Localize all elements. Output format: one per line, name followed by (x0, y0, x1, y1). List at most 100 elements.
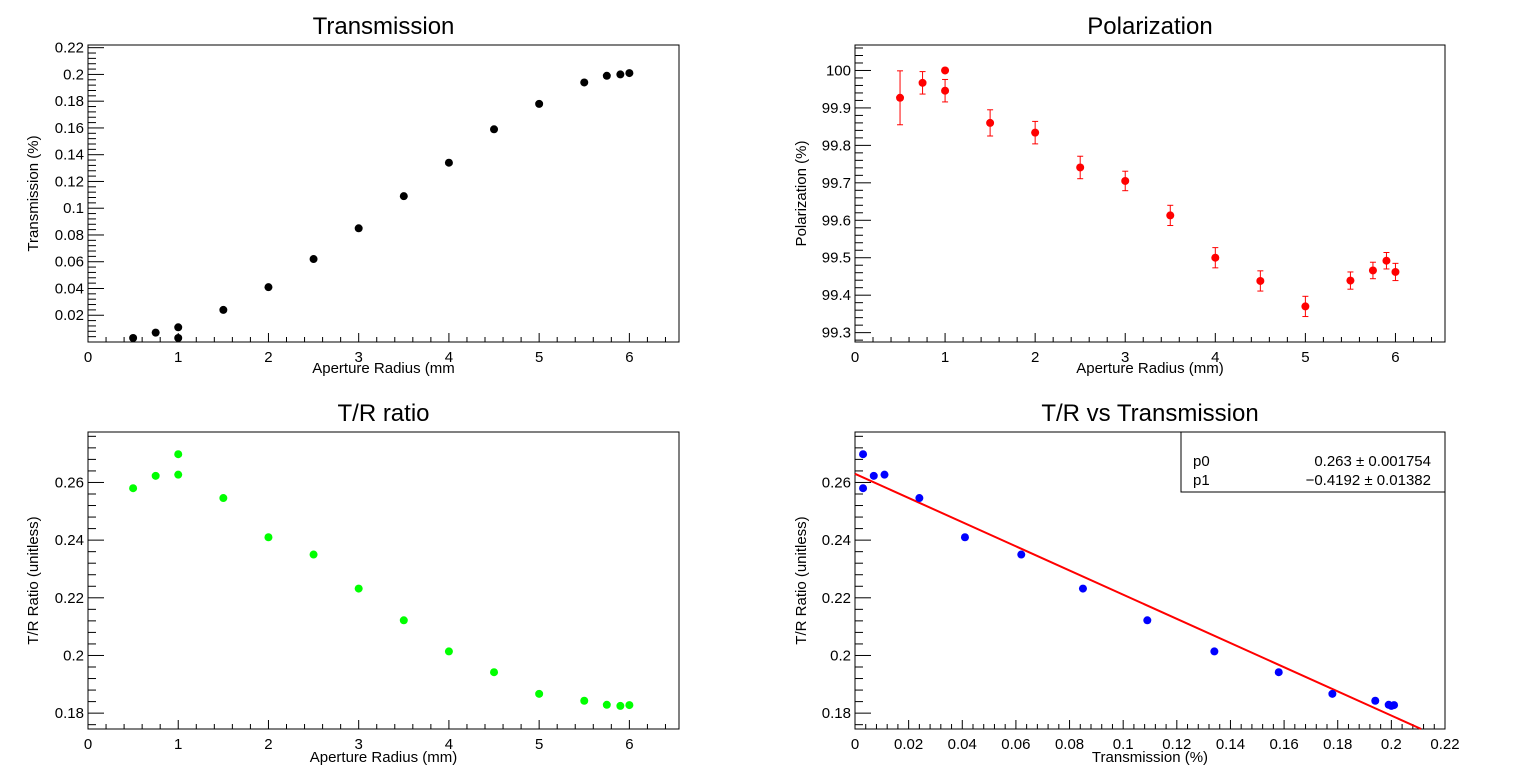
x-axis-label: Transmission (%) (1092, 749, 1208, 766)
data-point (354, 584, 363, 593)
y-tick-label: 99.5 (822, 250, 851, 267)
data-point (1166, 211, 1175, 220)
plot-frame (87, 431, 680, 730)
y-tick-label: 99.8 (822, 137, 851, 154)
chart-title: Transmission (313, 13, 455, 40)
data-point (859, 484, 868, 493)
y-tick-label: 0.02 (55, 307, 84, 324)
y-tick-label: 99.4 (822, 287, 851, 304)
data-point (219, 494, 228, 503)
x-tick-label: 1 (941, 349, 949, 366)
chart-panel-1: Transmission Aperture Radius (mm Transmiss… (25, 13, 680, 377)
data-point (602, 700, 611, 709)
data-point (444, 158, 453, 167)
y-tick-label: 0.24 (822, 532, 851, 549)
y-axis-label: Polarization (%) (793, 141, 810, 247)
data-point (1143, 616, 1152, 625)
x-tick-label: 0.14 (1216, 736, 1245, 753)
x-tick-label: 0.04 (948, 736, 977, 753)
data-point (1301, 302, 1310, 311)
y-tick-label: 0.06 (55, 254, 84, 271)
x-tick-label: 6 (1391, 349, 1399, 366)
data-point (174, 323, 183, 332)
x-tick-label: 0.1 (1113, 736, 1134, 753)
data-point (918, 78, 927, 87)
fit-param-value: −0.4192 ± 0.01382 (1306, 472, 1431, 489)
y-tick-label: 0.26 (822, 474, 851, 491)
chart-title: Polarization (1087, 13, 1212, 40)
data-point (1346, 276, 1355, 285)
y-tick-label: 0.12 (55, 173, 84, 190)
data-point (1078, 584, 1087, 593)
y-tick-label: 0.18 (822, 705, 851, 722)
y-tick-label: 0.22 (55, 40, 84, 57)
x-tick-label: 0 (84, 736, 92, 753)
x-tick-label: 0.08 (1055, 736, 1084, 753)
data-point (869, 471, 878, 480)
data-point (129, 484, 138, 493)
chart-title: T/R ratio (337, 400, 429, 427)
x-tick-label: 4 (445, 349, 453, 366)
data-point (1274, 668, 1283, 677)
data-point (896, 93, 905, 102)
data-point (602, 71, 611, 80)
x-axis-label: Aperture Radius (mm) (1076, 360, 1224, 377)
y-tick-label: 0.22 (55, 590, 84, 607)
data-point (580, 78, 589, 87)
x-tick-label: 3 (355, 736, 363, 753)
data-point (616, 70, 625, 79)
fit-param-name: p0 (1193, 453, 1210, 470)
y-tick-label: 0.22 (822, 590, 851, 607)
y-tick-label: 99.3 (822, 325, 851, 342)
data-point (490, 125, 499, 134)
x-tick-label: 0.22 (1430, 736, 1459, 753)
fit-param-value: 0.263 ± 0.001754 (1314, 453, 1431, 470)
data-point (625, 69, 634, 78)
data-point (616, 701, 625, 710)
y-tick-label: 99.7 (822, 175, 851, 192)
data-point (309, 550, 318, 559)
y-tick-label: 0.2 (63, 647, 84, 664)
data-point (264, 533, 273, 542)
x-tick-label: 0 (851, 349, 859, 366)
data-point (129, 333, 138, 342)
y-tick-label: 0.18 (55, 93, 84, 110)
y-tick-label: 0.1 (63, 200, 84, 217)
y-tick-label: 0.08 (55, 227, 84, 244)
chart-panel-3: T/R ratio Aperture Radius (mm) T/R Ratio (… (25, 400, 680, 766)
fit-stats-box (1180, 431, 1446, 493)
data-point (309, 255, 318, 264)
x-tick-label: 1 (174, 736, 182, 753)
y-axis-label: T/R Ratio (unitless) (793, 516, 810, 644)
data-point (490, 668, 499, 677)
data-point (1210, 647, 1219, 656)
chart-title: T/R vs Transmission (1041, 400, 1258, 427)
data-point (1391, 267, 1400, 276)
y-tick-label: 99.6 (822, 212, 851, 229)
data-point (264, 283, 273, 292)
data-point (1368, 266, 1377, 275)
data-point (1371, 696, 1380, 705)
x-tick-label: 5 (1301, 349, 1309, 366)
x-tick-label: 3 (1121, 349, 1129, 366)
data-point (174, 333, 183, 342)
x-tick-label: 0.02 (894, 736, 923, 753)
x-tick-label: 5 (535, 349, 543, 366)
y-tick-label: 0.16 (55, 120, 84, 137)
data-point (960, 533, 969, 542)
data-point (941, 86, 950, 95)
data-point (1017, 550, 1026, 559)
y-tick-label: 100 (826, 62, 851, 79)
data-point (1211, 253, 1220, 262)
data-point (174, 450, 183, 459)
x-tick-label: 5 (535, 736, 543, 753)
data-point (1256, 276, 1265, 285)
data-point (1390, 701, 1399, 710)
data-point (915, 494, 924, 503)
x-tick-label: 0 (84, 349, 92, 366)
x-tick-label: 3 (355, 349, 363, 366)
y-tick-label: 0.18 (55, 705, 84, 722)
data-point (941, 66, 950, 75)
y-tick-label: 0.04 (55, 280, 84, 297)
